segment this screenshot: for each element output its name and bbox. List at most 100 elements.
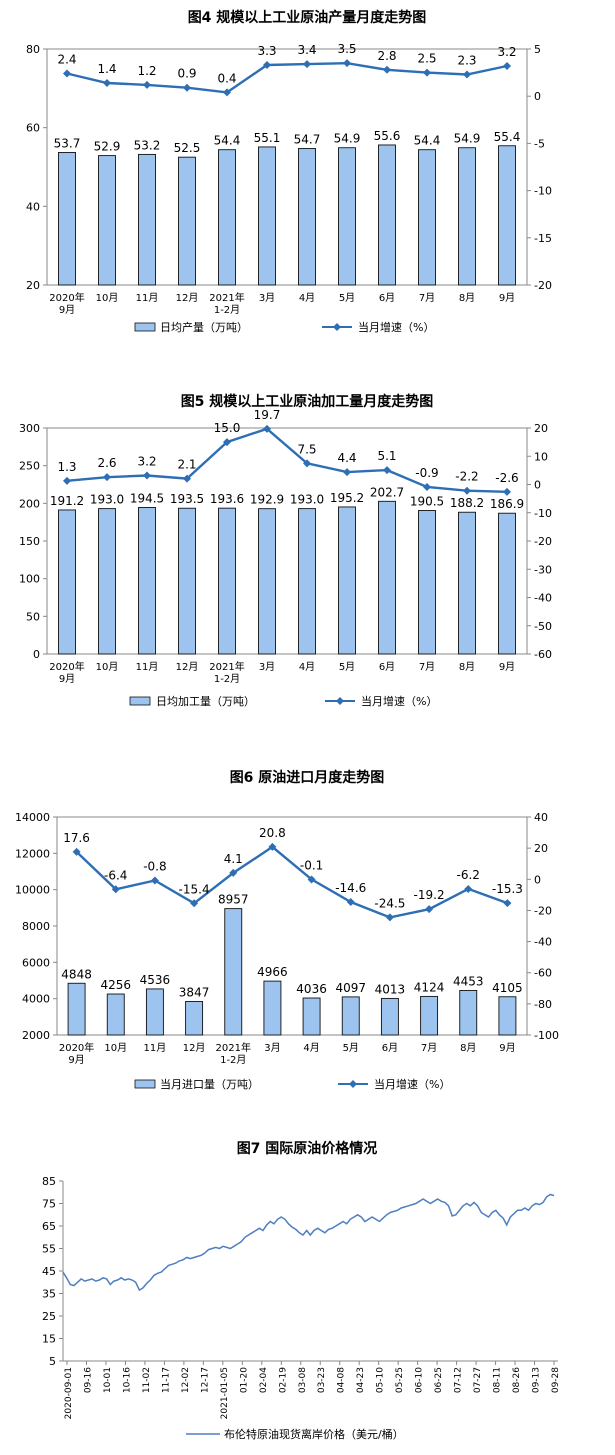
x-tick-label: 11月 — [136, 661, 159, 673]
chart-6-bars: 4848 4256 4536 3847 8957 4966 4036 4097 4013 4124… — [61, 893, 523, 1036]
line-point — [343, 468, 351, 477]
bar-value-label: 191.2 — [50, 494, 84, 508]
x-tick-label: 11月 — [144, 1042, 167, 1054]
bar-value-label: 55.1 — [254, 131, 281, 145]
legend-line-marker — [349, 1080, 357, 1088]
bar — [298, 148, 316, 286]
chart-5-legend: 日均加工量（万吨） 当月增速（%） — [129, 694, 437, 708]
x-tick-label: 1-2月 — [220, 1054, 246, 1066]
bar — [458, 147, 476, 286]
chart-6-line: 17.6 -6.4 -0.8 -15.4 4.1 20.8 -0.1 -14.6 -24.5 -1… — [63, 826, 523, 922]
x-tick-label: 03-23 — [317, 1367, 327, 1393]
bar — [185, 1000, 204, 1036]
line-point — [223, 88, 231, 97]
line-value-label: 2.1 — [177, 458, 196, 472]
line-point — [385, 913, 394, 922]
legend-line-label: 布伦特原油现货离岸价格（美元/桶） — [224, 1427, 404, 1441]
line-point — [464, 884, 473, 893]
line-point — [463, 486, 471, 495]
line-value-label: 4.4 — [337, 451, 356, 465]
y-tick-label: 100 — [19, 573, 40, 586]
x-tick-label: 02-04 — [259, 1367, 269, 1393]
x-tick-label: 8月 — [460, 1042, 476, 1054]
bar — [178, 156, 196, 286]
line-point — [423, 68, 431, 77]
y-tick-label: 12000 — [15, 847, 50, 860]
y2-tick-label: 0 — [534, 873, 541, 886]
line-point — [303, 60, 311, 69]
line-value-label: 2.4 — [57, 53, 76, 67]
line-value-label: -2.2 — [455, 470, 478, 484]
bar — [459, 989, 478, 1036]
line-value-label: 3.5 — [337, 42, 356, 56]
line-value-label: 7.5 — [297, 442, 316, 456]
x-tick-label: 4月 — [303, 1042, 319, 1054]
bar — [338, 506, 356, 655]
bar-value-label: 195.2 — [330, 491, 364, 505]
y-tick-label: 5 — [49, 1355, 56, 1368]
x-tick-label: 10月 — [104, 1042, 127, 1054]
x-tick-label: 10月 — [96, 661, 119, 673]
x-tick-label: 08-26 — [512, 1367, 522, 1393]
line-value-label: -15.4 — [179, 882, 210, 896]
legend-bar-label: 当月进口量（万吨） — [160, 1077, 259, 1091]
y-tick-label: 85 — [42, 1175, 56, 1188]
bar-value-label: 8957 — [218, 893, 249, 907]
chart-4-line: 2.4 1.4 1.2 0.9 0.4 3.3 3.4 3.5 2.8 2.5 2.3 3.2 — [57, 42, 517, 97]
chart-6-title: 图6 原油进口月度走势图 — [230, 769, 385, 786]
line-value-label: -14.6 — [335, 881, 366, 895]
y2-tick-label: -40 — [534, 592, 552, 605]
x-tick-label: 2021-01-05 — [220, 1367, 230, 1419]
y-tick-label: 150 — [19, 535, 40, 548]
bar — [458, 511, 476, 655]
line-point — [63, 476, 71, 485]
bar — [58, 151, 76, 286]
chart-7-title: 图7 国际原油价格情况 — [237, 1140, 378, 1157]
line-point — [143, 471, 151, 480]
bar — [378, 500, 396, 655]
x-tick-label: 4月 — [299, 292, 315, 304]
line-value-label: 4.1 — [224, 852, 243, 866]
line-value-label: -0.9 — [415, 466, 438, 480]
bar — [498, 145, 516, 286]
y-tick-label: 4000 — [22, 993, 50, 1006]
chart-5-right-axis: 20 10 0 -10 -20 -30 -40 -50 -60 — [527, 422, 552, 661]
legend-line-marker — [336, 697, 344, 705]
bar — [302, 997, 321, 1036]
x-tick-label: 2021年 — [209, 291, 244, 304]
line-point — [229, 868, 238, 877]
legend-bar-swatch — [129, 696, 151, 706]
x-tick-label: 2020年 — [49, 291, 84, 304]
x-tick-label: 5月 — [339, 661, 355, 673]
y-tick-label: 45 — [42, 1265, 56, 1278]
y-tick-label: 300 — [19, 422, 40, 435]
bar — [420, 995, 439, 1036]
bar-value-label: 194.5 — [130, 491, 164, 505]
bar-value-label: 188.2 — [450, 496, 484, 510]
bar — [338, 147, 356, 286]
y-tick-label: 8000 — [22, 920, 50, 933]
bar — [258, 146, 276, 286]
bar-value-label: 193.5 — [170, 492, 204, 506]
x-tick-label: 8月 — [459, 661, 475, 673]
line-point — [463, 70, 471, 79]
chart-6-imports: 图6 原油进口月度走势图 2000 4000 6000 8000 10000 12000 1… — [15, 769, 559, 1091]
chart-6-left-axis: 2000 4000 6000 8000 10000 12000 14000 — [15, 811, 57, 1042]
line-value-label: 2.3 — [457, 53, 476, 67]
line-point — [307, 875, 316, 884]
legend-line-label: 当月增速（%） — [361, 694, 437, 708]
y2-tick-label: 20 — [534, 842, 548, 855]
x-tick-label: 09-13 — [532, 1367, 542, 1393]
line-point — [150, 876, 159, 885]
bar — [67, 982, 86, 1036]
x-tick-label: 12月 — [176, 661, 199, 673]
bar — [418, 510, 436, 655]
y-tick-label: 25 — [42, 1310, 56, 1323]
chart-4-title: 图4 规模以上工业原油产量月度走势图 — [188, 9, 427, 26]
bar-value-label: 52.9 — [94, 140, 121, 154]
line-point — [268, 842, 277, 851]
bar-value-label: 53.7 — [54, 136, 81, 150]
